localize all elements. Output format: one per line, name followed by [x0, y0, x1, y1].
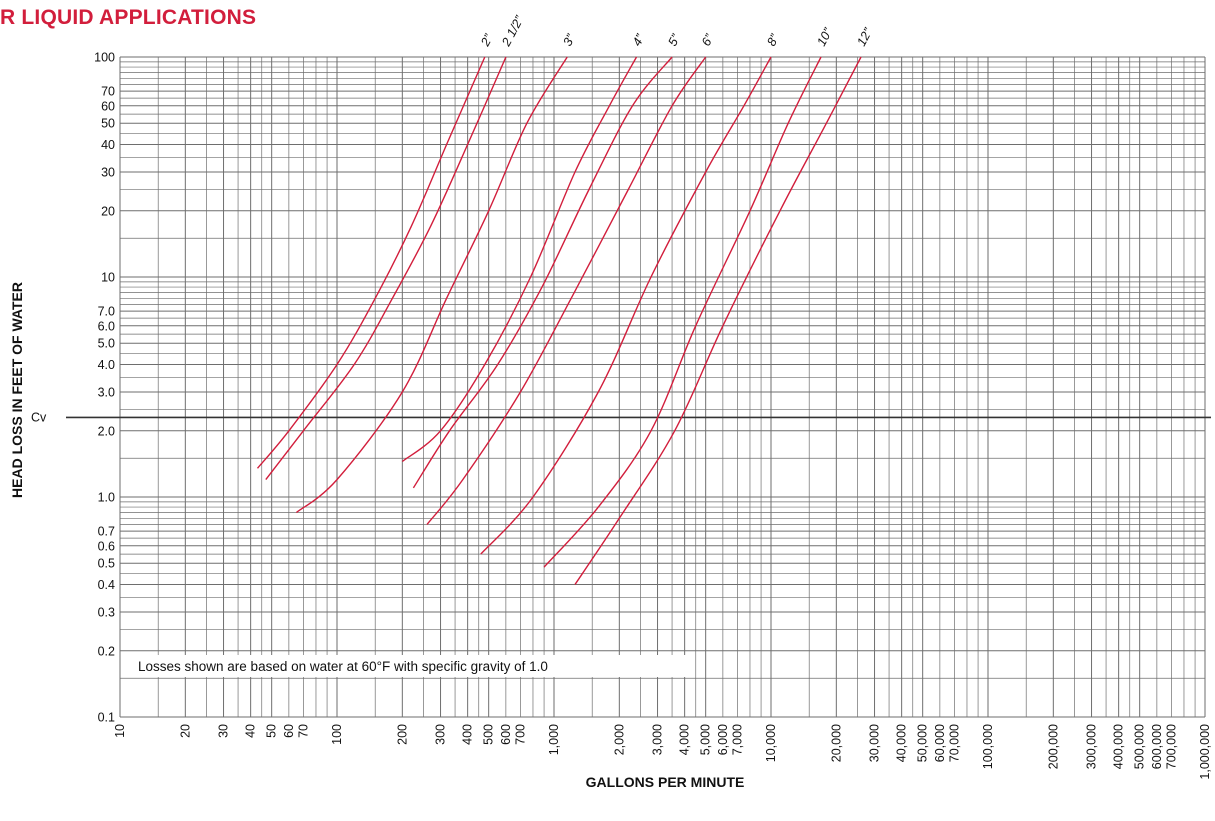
series-label: 3” — [560, 31, 578, 48]
y-tick-label: 0.5 — [98, 557, 115, 571]
y-tick-label: 0.3 — [98, 606, 115, 620]
y-tick-label: 10 — [101, 271, 115, 285]
series-label: 5” — [665, 31, 683, 48]
x-tick-label: 40 — [244, 724, 258, 738]
annotation-text: Losses shown are based on water at 60°F … — [138, 659, 548, 674]
x-tick-label: 60 — [282, 724, 296, 738]
x-tick-label: 3,000 — [651, 724, 665, 755]
cv-label: Cv — [31, 410, 47, 424]
y-tick-label: 2.0 — [98, 424, 115, 438]
series-label: 4” — [630, 31, 648, 48]
x-tick-label: 70 — [296, 724, 310, 738]
y-tick-label: 100 — [94, 51, 115, 65]
series-label: 10” — [814, 25, 835, 48]
x-tick-label: 50,000 — [916, 724, 930, 762]
y-tick-label: 6.0 — [98, 319, 115, 333]
y-tick-label: 40 — [101, 138, 115, 152]
series-label: 2 1/2” — [499, 13, 527, 49]
x-tick-label: 1,000 — [547, 724, 561, 755]
x-tick-label: 60,000 — [933, 724, 947, 762]
x-tick-label: 20 — [178, 724, 192, 738]
y-tick-label: 5.0 — [98, 337, 115, 351]
series-label: 6” — [699, 31, 717, 48]
series-line — [295, 56, 568, 514]
x-tick-label: 700,000 — [1164, 724, 1178, 769]
chart-title: R LIQUID APPLICATIONS — [0, 6, 257, 29]
y-tick-label: 0.6 — [98, 539, 115, 553]
series-line — [401, 56, 638, 463]
y-tick-label: 50 — [101, 117, 115, 131]
y-tick-label: 1.0 — [98, 491, 115, 505]
x-tick-label: 20,000 — [829, 724, 843, 762]
x-tick-label: 600,000 — [1150, 724, 1164, 769]
y-tick-label: 3.0 — [98, 386, 115, 400]
x-tick-label: 100 — [330, 724, 344, 745]
x-tick-label: 40,000 — [895, 724, 909, 762]
annotation-background — [134, 655, 686, 677]
x-tick-label: 4,000 — [678, 724, 692, 755]
y-tick-label: 0.1 — [98, 711, 115, 725]
y-tick-label: 0.4 — [98, 578, 115, 592]
x-tick-label: 200 — [395, 724, 409, 745]
x-tick-label: 300 — [434, 724, 448, 745]
series-line — [543, 56, 822, 568]
series-line — [265, 56, 507, 481]
x-tick-label: 300,000 — [1085, 724, 1099, 769]
x-tick-label: 10,000 — [764, 724, 778, 762]
y-tick-label: 30 — [101, 166, 115, 180]
x-tick-label: 1,000,000 — [1198, 724, 1212, 780]
x-tick-label: 30,000 — [868, 724, 882, 762]
x-tick-label: 6,000 — [716, 724, 730, 755]
cv-reference: Cv — [31, 410, 1211, 424]
x-tick-label: 30 — [217, 724, 231, 738]
x-tick-label: 7,000 — [730, 724, 744, 755]
x-axis-label: GALLONS PER MINUTE — [585, 774, 745, 790]
x-tick-label: 70,000 — [947, 724, 961, 762]
y-tick-label: 4.0 — [98, 358, 115, 372]
series-labels: 2” 2 1/2” 3” 4” 5” 6” 8” 10” 12” — [478, 13, 876, 49]
y-tick-label: 0.7 — [98, 525, 115, 539]
x-tick-label: 500 — [482, 724, 496, 745]
annotation: Losses shown are based on water at 60°F … — [134, 655, 686, 677]
x-tick-label: 400,000 — [1112, 724, 1126, 769]
y-tick-label: 7.0 — [98, 305, 115, 319]
x-tick-label: 600 — [499, 724, 513, 745]
grid — [119, 56, 1206, 718]
y-tick-label: 60 — [101, 99, 115, 113]
x-tick-labels: 10 20 30 40 50 60 70 100 200 300 400 500 600 700 1,000… — [113, 724, 1212, 780]
x-tick-label: 100,000 — [981, 724, 995, 769]
y-tick-label: 70 — [101, 85, 115, 99]
x-tick-label: 700 — [513, 724, 527, 745]
series-line — [574, 56, 862, 585]
series-line — [480, 56, 772, 555]
y-tick-label: 0.2 — [98, 644, 115, 658]
series-label: 12” — [854, 25, 875, 48]
y-tick-label: 20 — [101, 204, 115, 218]
x-tick-label: 10 — [113, 724, 127, 738]
series-line — [426, 56, 707, 525]
x-tick-label: 50 — [265, 724, 279, 738]
x-tick-label: 400 — [461, 724, 475, 745]
series-line — [412, 56, 673, 489]
series-line — [256, 56, 486, 469]
series-label: 8” — [764, 31, 782, 48]
x-tick-label: 5,000 — [699, 724, 713, 755]
x-tick-label: 500,000 — [1133, 724, 1147, 769]
x-tick-label: 200,000 — [1046, 724, 1060, 769]
series-lines — [256, 56, 862, 585]
x-tick-label: 2,000 — [612, 724, 626, 755]
y-tick-labels: 0.10.20.30.40.50.60.71.02.03.04.05.06.07… — [94, 51, 115, 725]
series-label: 2” — [478, 31, 496, 49]
